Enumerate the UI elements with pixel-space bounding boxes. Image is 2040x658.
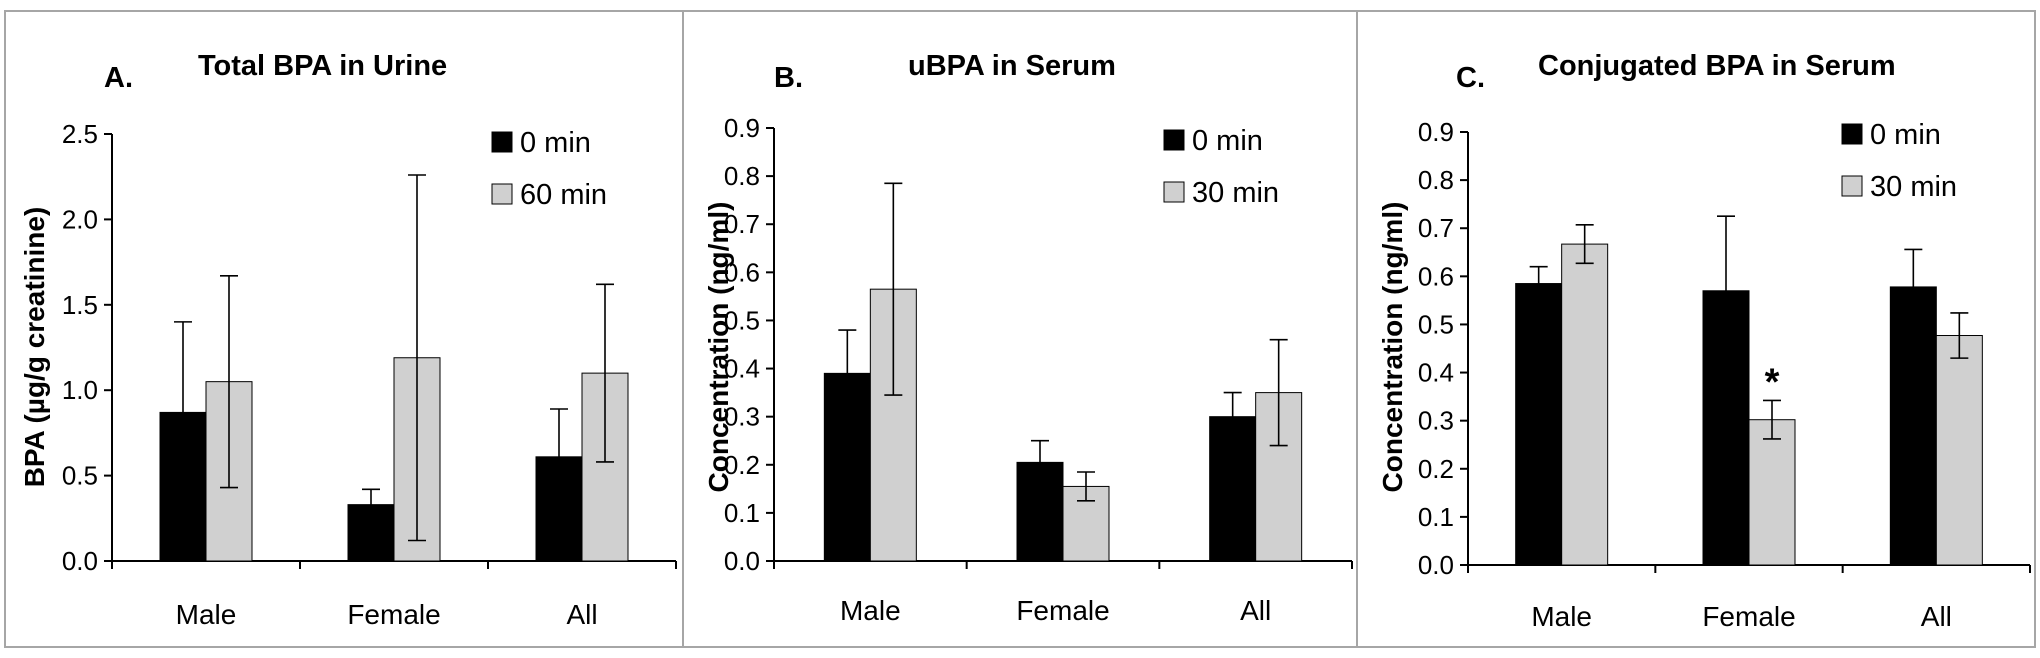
- y-tick-label: 2.5: [62, 119, 98, 149]
- x-category-label: Male: [176, 599, 237, 630]
- y-tick-label: 0.5: [62, 461, 98, 491]
- x-category-label: All: [1921, 601, 1952, 632]
- y-tick-label: 0.6: [1418, 261, 1454, 291]
- chart-title: Total BPA in Urine: [198, 50, 447, 82]
- y-tick-label: 0.8: [724, 161, 760, 191]
- bar: [1702, 290, 1750, 566]
- chart-c-svg: C. Conjugated BPA in Serum Concentration (…: [1377, 50, 2031, 632]
- y-tick-label: 0.8: [1418, 165, 1454, 195]
- y-tick-label: 0.2: [1418, 454, 1454, 484]
- legend-swatch: [1163, 129, 1185, 151]
- bar: [1889, 286, 1937, 566]
- y-tick-label: 0.7: [724, 209, 760, 239]
- bar: [823, 372, 871, 562]
- x-category-label: Male: [840, 595, 901, 626]
- y-tick-label: 1.0: [62, 375, 98, 405]
- y-tick-label: 0.2: [724, 450, 760, 480]
- y-tick-label: 2.0: [62, 204, 98, 234]
- significance-marker: *: [1765, 361, 1780, 403]
- y-tick-label: 0.9: [1418, 117, 1454, 147]
- x-category-label: All: [1240, 595, 1271, 626]
- legend-label: 0 min: [520, 127, 591, 159]
- bar: [1515, 283, 1563, 566]
- y-tick-label: 0.0: [62, 546, 98, 576]
- y-tick-label: 0.1: [1418, 502, 1454, 532]
- chart-panel-b: B. uBPA in Serum Concentration (ng/ml) 0.0 0…: [682, 10, 1358, 648]
- y-tick-label: 0.0: [1418, 550, 1454, 580]
- x-category-label: Male: [1531, 601, 1592, 632]
- legend-swatch: [1841, 123, 1863, 145]
- legend-label: 30 min: [1870, 171, 1957, 203]
- y-axis-label: Concentration (ng/ml): [703, 202, 734, 493]
- legend-swatch: [1163, 181, 1185, 203]
- legend-label: 0 min: [1870, 119, 1941, 151]
- legend-swatch: [491, 183, 513, 205]
- chart-title: Conjugated BPA in Serum: [1538, 50, 1896, 82]
- legend-swatch: [491, 131, 513, 153]
- bar: [347, 504, 395, 562]
- y-tick-label: 0.0: [724, 546, 760, 576]
- panel-label: A.: [104, 62, 133, 94]
- y-tick-label: 0.4: [1418, 358, 1454, 388]
- chart-a-svg: A. Total BPA in Urine BPA (µg/g creatinine…: [19, 50, 677, 630]
- legend-label: 60 min: [520, 179, 607, 211]
- y-tick-label: 0.3: [724, 402, 760, 432]
- y-tick-label: 0.1: [724, 498, 760, 528]
- y-axis-label: BPA (µg/g creatinine): [19, 207, 50, 488]
- bar: [1935, 335, 1983, 566]
- bar: [1209, 416, 1257, 562]
- legend-swatch: [1841, 175, 1863, 197]
- chart-panel-c: C. Conjugated BPA in Serum Concentration (…: [1356, 10, 2036, 648]
- x-category-label: Female: [347, 599, 440, 630]
- x-category-label: Female: [1702, 601, 1795, 632]
- x-category-label: All: [566, 599, 597, 630]
- bar: [535, 456, 583, 562]
- y-axis-label: Concentration (ng/ml): [1377, 202, 1408, 493]
- y-tick-label: 0.3: [1418, 406, 1454, 436]
- chart-panel-a: A. Total BPA in Urine BPA (µg/g creatinine…: [4, 10, 684, 648]
- chart-title: uBPA in Serum: [908, 50, 1116, 82]
- y-tick-label: 0.7: [1418, 213, 1454, 243]
- bar: [1561, 243, 1609, 566]
- chart-b-svg: B. uBPA in Serum Concentration (ng/ml) 0.0 0…: [703, 50, 1353, 626]
- y-tick-label: 0.4: [724, 354, 760, 384]
- legend-label: 30 min: [1192, 177, 1279, 209]
- panel-label: C.: [1456, 62, 1485, 94]
- bar: [159, 411, 207, 562]
- bar: [1016, 461, 1064, 562]
- panel-label: B.: [774, 62, 803, 94]
- bar: [869, 288, 917, 562]
- y-tick-label: 0.5: [1418, 309, 1454, 339]
- x-category-label: Female: [1016, 595, 1109, 626]
- y-tick-label: 1.5: [62, 290, 98, 320]
- y-tick-label: 0.6: [724, 257, 760, 287]
- legend-label: 0 min: [1192, 125, 1263, 157]
- bar: [1748, 419, 1796, 566]
- y-tick-label: 0.9: [724, 113, 760, 143]
- y-tick-label: 0.5: [724, 305, 760, 335]
